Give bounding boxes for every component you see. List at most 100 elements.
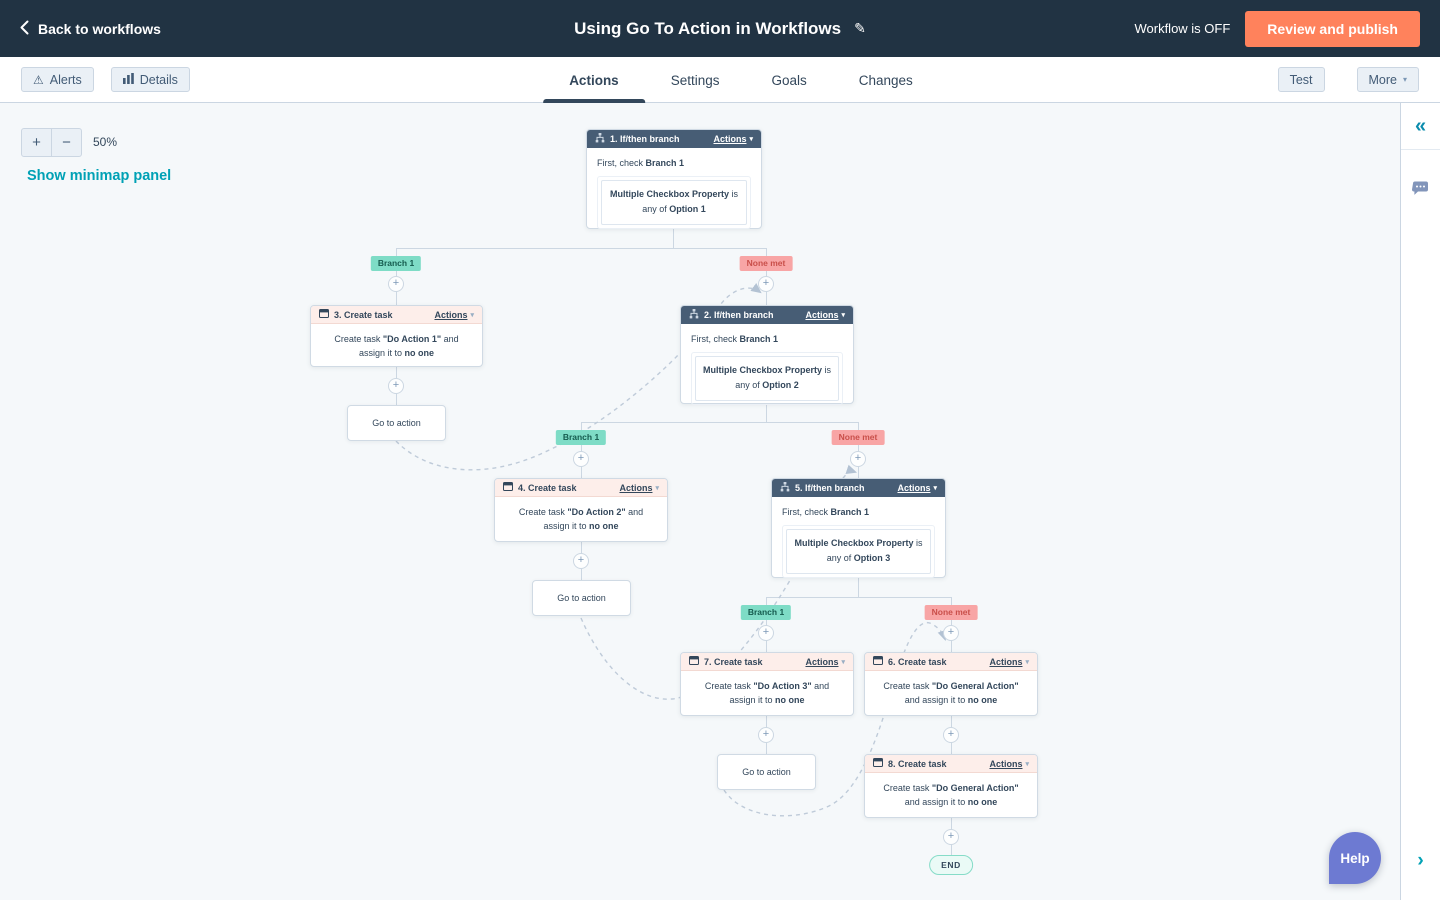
tab-goals[interactable]: Goals	[771, 72, 807, 88]
comments-button[interactable]	[1401, 181, 1440, 202]
details-button[interactable]: Details	[110, 67, 190, 92]
task-icon	[503, 482, 513, 493]
node-create-task-8[interactable]: 8. Create task Actions ▾ Create task "Do …	[864, 754, 1038, 818]
branch-icon	[595, 133, 605, 145]
node-header: 7. Create task Actions ▾	[681, 653, 853, 671]
right-side-panel: « ›	[1400, 103, 1440, 900]
node-title: 6. Create task	[888, 656, 947, 667]
expand-panel-button[interactable]: ›	[1417, 850, 1424, 871]
node-create-task-3[interactable]: 3. Create task Actions ▾ Create task "Do …	[310, 305, 483, 367]
add-action-button[interactable]: +	[758, 625, 774, 641]
edit-title-icon[interactable]: ✎	[854, 20, 866, 36]
add-action-button[interactable]: +	[943, 829, 959, 845]
toolbar: ⚠ Alerts Details Actions Settings Goals …	[0, 57, 1440, 103]
caret-down-icon: ▾	[470, 311, 474, 319]
node-header: 1. If/then branch Actions ▾	[587, 130, 761, 148]
caret-down-icon: ▾	[749, 136, 753, 143]
end-badge: END	[929, 855, 973, 875]
node-actions-menu[interactable]: Actions ▾	[897, 483, 937, 493]
workflow-title-group: Using Go To Action in Workflows ✎	[574, 19, 866, 39]
node-actions-menu[interactable]: Actions ▾	[989, 758, 1029, 769]
task-icon	[873, 656, 883, 667]
back-to-workflows-link[interactable]: Back to workflows	[20, 20, 161, 38]
add-action-button[interactable]: +	[573, 451, 589, 467]
add-action-button[interactable]: +	[943, 625, 959, 641]
add-action-button[interactable]: +	[758, 276, 774, 292]
node-description: Create task "Do Action 3" and assign it …	[704, 681, 830, 706]
caret-down-icon: ▾	[841, 658, 845, 666]
tab-settings[interactable]: Settings	[670, 72, 720, 88]
connector-line	[858, 422, 859, 478]
show-minimap-link[interactable]: Show minimap panel	[27, 168, 172, 184]
node-create-task-6[interactable]: 6. Create task Actions ▾ Create task "Do …	[864, 652, 1038, 716]
node-actions-menu[interactable]: Actions ▾	[989, 656, 1029, 667]
zoom-level: 50%	[93, 135, 118, 149]
add-action-button[interactable]: +	[573, 553, 589, 569]
zoom-controls: + −	[21, 128, 82, 157]
node-actions-menu[interactable]: Actions ▾	[805, 656, 845, 667]
caret-down-icon: ▾	[1402, 75, 1407, 84]
tab-actions[interactable]: Actions	[543, 57, 645, 103]
node-create-task-4[interactable]: 4. Create task Actions ▾ Create task "Do …	[494, 478, 668, 542]
help-button[interactable]: Help	[1329, 832, 1381, 884]
zoom-in-button[interactable]: +	[21, 128, 52, 157]
toolbar-right-group: Test More ▾	[1277, 67, 1419, 92]
node-header: 3. Create task Actions ▾	[311, 306, 482, 324]
node-description: First, check Branch 1 Multiple Checkbox …	[681, 324, 853, 406]
node-description: Create task "Do Action 1" and assign it …	[334, 334, 459, 359]
add-action-button[interactable]: +	[388, 378, 404, 394]
task-icon	[689, 656, 699, 667]
node-description: Create task "Do General Action" and assi…	[883, 681, 1019, 706]
node-actions-menu[interactable]: Actions ▾	[713, 134, 753, 144]
zoom-out-button[interactable]: −	[51, 128, 82, 157]
goto-action-node[interactable]: Go to action	[347, 405, 446, 441]
test-button[interactable]: Test	[1277, 67, 1325, 92]
top-navigation-bar: Back to workflows Using Go To Action in …	[0, 0, 1440, 57]
none-met-label: None met	[831, 430, 885, 445]
node-header: 5. If/then branch Actions ▾	[772, 479, 945, 497]
more-button[interactable]: More ▾	[1356, 67, 1419, 92]
node-description: First, check Branch 1 Multiple Checkbox …	[772, 497, 945, 579]
review-and-publish-button[interactable]: Review and publish	[1245, 10, 1420, 47]
none-met-label: None met	[924, 605, 978, 620]
add-action-button[interactable]: +	[850, 451, 866, 467]
node-ifthen-1[interactable]: 1. If/then branch Actions ▾ First, check …	[586, 129, 762, 230]
add-action-button[interactable]: +	[758, 727, 774, 743]
node-title: 5. If/then branch	[795, 483, 865, 493]
top-right-group: Workflow is OFF Review and publish	[1134, 10, 1420, 47]
alerts-button[interactable]: ⚠ Alerts	[21, 67, 94, 92]
connector-line	[396, 248, 767, 249]
node-header: 8. Create task Actions ▾	[865, 755, 1037, 773]
node-create-task-7[interactable]: 7. Create task Actions ▾ Create task "Do …	[680, 652, 854, 716]
goto-action-node[interactable]: Go to action	[532, 580, 631, 616]
node-actions-menu[interactable]: Actions ▾	[619, 482, 659, 493]
connector-line	[858, 578, 859, 597]
branch-icon	[780, 482, 790, 494]
node-description: First, check Branch 1 Multiple Checkbox …	[587, 148, 761, 230]
node-title: 7. Create task	[704, 656, 763, 667]
connector-line	[673, 229, 674, 248]
chevron-left-icon	[20, 20, 29, 38]
branch-label: Branch 1	[555, 430, 607, 445]
collapse-panel-button[interactable]: «	[1401, 103, 1440, 150]
node-title: 1. If/then branch	[610, 134, 680, 144]
caret-down-icon: ▾	[933, 485, 937, 492]
node-actions-menu[interactable]: Actions ▾	[434, 309, 474, 320]
node-actions-menu[interactable]: Actions ▾	[805, 310, 845, 320]
caret-down-icon: ▾	[655, 484, 659, 492]
branch-icon	[689, 309, 699, 321]
caret-down-icon: ▾	[841, 312, 845, 319]
node-ifthen-5[interactable]: 5. If/then branch Actions ▾ First, check …	[771, 478, 946, 579]
goto-action-node[interactable]: Go to action	[717, 754, 816, 790]
node-header: 6. Create task Actions ▾	[865, 653, 1037, 671]
node-description: Create task "Do General Action" and assi…	[883, 783, 1019, 808]
tab-bar: Actions Settings Goals Changes	[543, 57, 939, 103]
none-met-label: None met	[739, 256, 793, 271]
node-ifthen-2[interactable]: 2. If/then branch Actions ▾ First, check …	[680, 305, 854, 406]
tab-changes[interactable]: Changes	[858, 72, 913, 88]
caret-down-icon: ▾	[1025, 760, 1029, 768]
connector-line	[766, 404, 767, 422]
add-action-button[interactable]: +	[943, 727, 959, 743]
add-action-button[interactable]: +	[388, 276, 404, 292]
